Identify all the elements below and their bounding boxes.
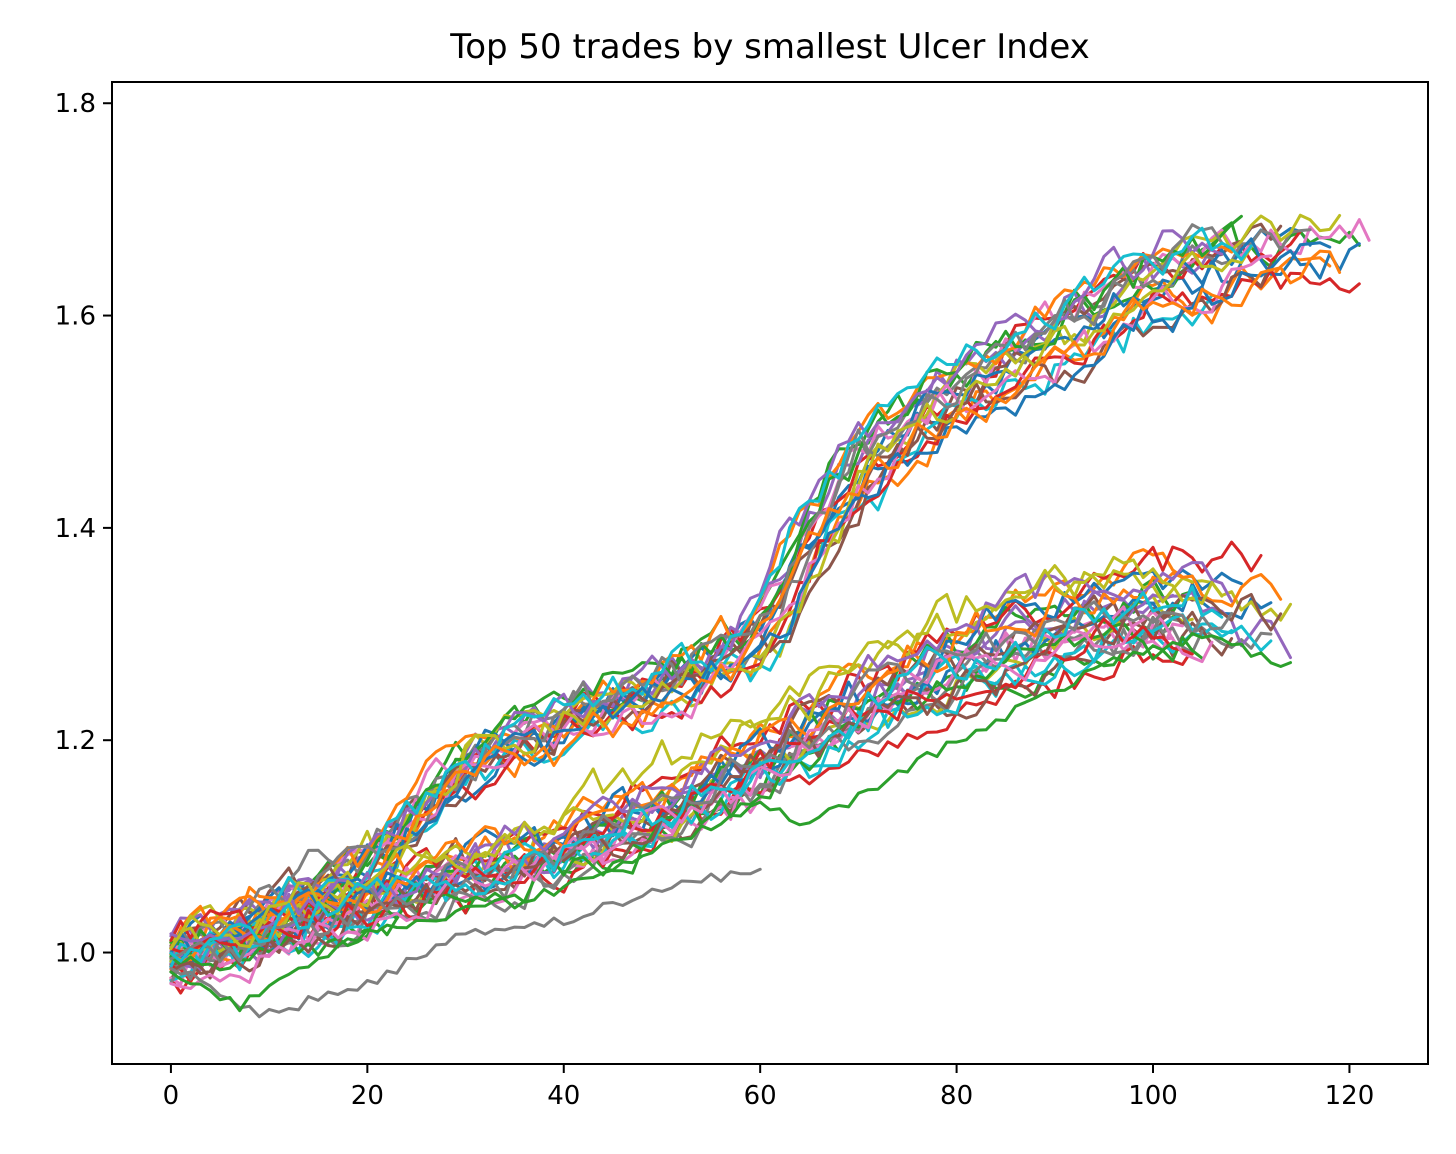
y-tick-label: 1.6: [55, 302, 96, 332]
x-tick-label: 60: [744, 1081, 777, 1111]
series-line: [169, 555, 1224, 951]
series-line: [169, 568, 1243, 955]
chart-title: Top 50 trades by smallest Ulcer Index: [449, 27, 1090, 67]
y-tick-label: 1.8: [55, 89, 96, 119]
series-line: [169, 632, 1292, 1013]
series-line: [169, 227, 1312, 947]
y-tick-label: 1.4: [55, 514, 96, 544]
x-tick-label: 0: [163, 1081, 180, 1111]
plot-area-frame: [111, 81, 1429, 1065]
series-line: [169, 571, 1283, 962]
series-line: [169, 245, 1253, 945]
y-tick-label: 1.0: [55, 939, 96, 969]
series-line: [169, 213, 1342, 953]
series-line: [169, 262, 1273, 948]
series-line: [169, 616, 1204, 985]
series-layer: [169, 213, 1371, 1019]
series-line: [169, 585, 1224, 963]
y-tick-label: 1.2: [55, 726, 96, 756]
series-line: [169, 592, 1283, 980]
x-tick-label: 80: [940, 1081, 973, 1111]
series-line: [169, 600, 1234, 964]
series-line: [169, 610, 1214, 990]
x-tick-label: 40: [547, 1081, 580, 1111]
series-line: [169, 867, 762, 1019]
x-tick-label: 20: [351, 1081, 384, 1111]
x-tick-label: 120: [1325, 1081, 1375, 1111]
series-line: [169, 613, 1273, 969]
x-tick-label: 100: [1128, 1081, 1178, 1111]
series-line: [169, 214, 1243, 957]
series-line: [169, 223, 1224, 945]
x-axis: 0 20 40 60 80 100 120: [163, 1064, 1375, 1111]
y-axis: 1.0 1.2 1.4 1.6 1.8: [55, 89, 112, 969]
